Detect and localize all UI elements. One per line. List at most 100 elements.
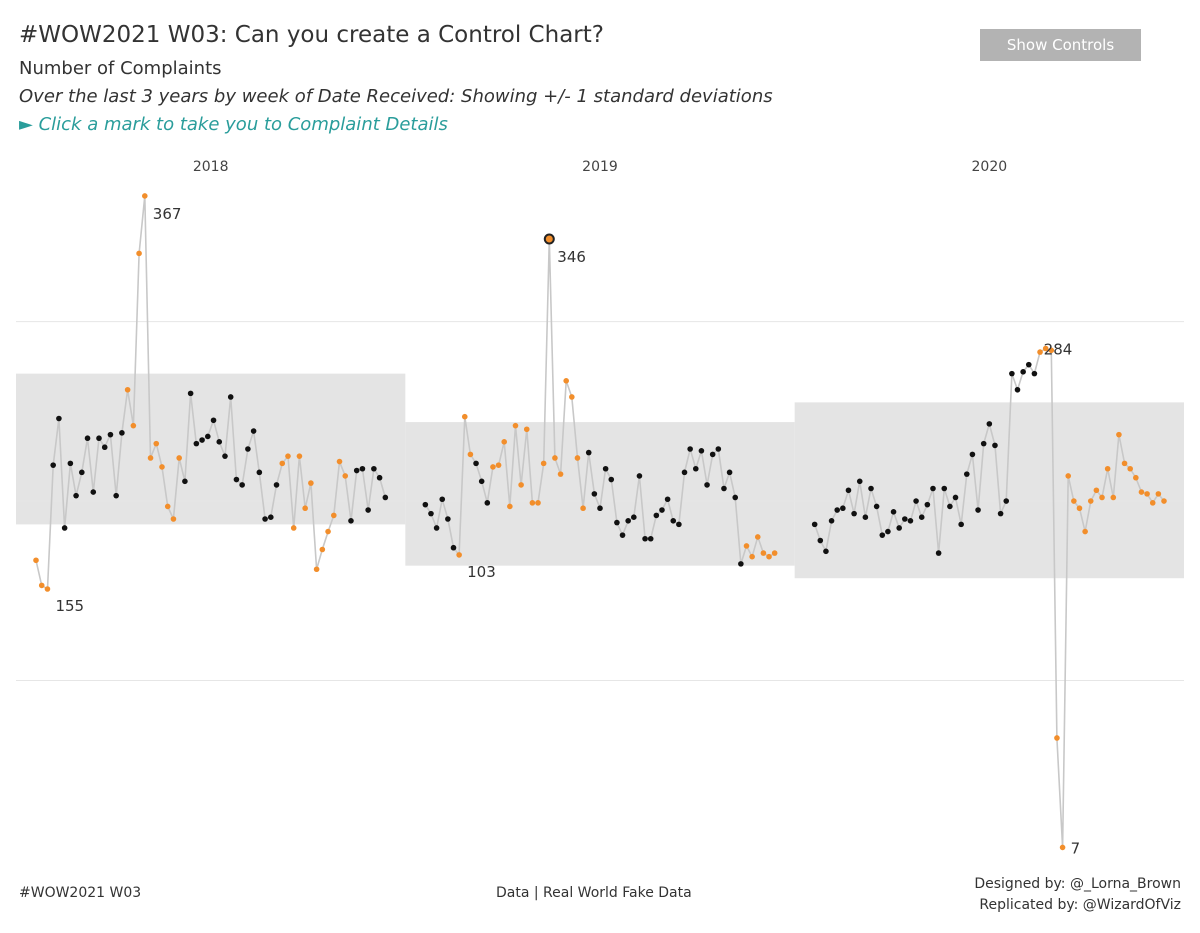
- data-point[interactable]: [456, 552, 462, 558]
- data-point[interactable]: [365, 507, 371, 513]
- data-point[interactable]: [239, 482, 245, 488]
- data-point[interactable]: [1082, 528, 1088, 535]
- data-point[interactable]: [902, 516, 908, 522]
- data-point[interactable]: [540, 460, 547, 467]
- data-point[interactable]: [484, 500, 491, 506]
- data-point[interactable]: [681, 469, 688, 476]
- data-point[interactable]: [754, 534, 761, 540]
- data-point[interactable]: [1003, 498, 1010, 504]
- data-point[interactable]: [512, 422, 519, 429]
- data-point[interactable]: [153, 440, 160, 447]
- data-point[interactable]: [1138, 489, 1145, 495]
- data-point[interactable]: [205, 433, 211, 440]
- data-point[interactable]: [136, 250, 142, 257]
- data-point[interactable]: [96, 435, 102, 442]
- data-point[interactable]: [766, 553, 772, 560]
- data-point[interactable]: [1133, 474, 1139, 481]
- data-point[interactable]: [1020, 369, 1026, 375]
- data-point[interactable]: [992, 442, 998, 449]
- data-point[interactable]: [90, 489, 97, 495]
- data-point[interactable]: [523, 426, 530, 433]
- data-point[interactable]: [473, 460, 479, 467]
- data-point[interactable]: [771, 550, 778, 556]
- data-point[interactable]: [262, 516, 268, 522]
- data-point[interactable]: [101, 444, 108, 451]
- data-point[interactable]: [348, 517, 354, 524]
- data-point[interactable]: [342, 473, 349, 479]
- data-point[interactable]: [267, 514, 274, 521]
- data-point[interactable]: [1059, 844, 1066, 851]
- data-point[interactable]: [199, 437, 205, 443]
- data-point[interactable]: [811, 521, 818, 528]
- data-point[interactable]: [422, 501, 429, 508]
- data-point[interactable]: [619, 532, 626, 538]
- data-point[interactable]: [1025, 361, 1032, 368]
- data-point[interactable]: [958, 521, 964, 528]
- data-point[interactable]: [44, 586, 51, 592]
- data-point[interactable]: [563, 378, 569, 384]
- data-point[interactable]: [1065, 473, 1072, 479]
- data-point[interactable]: [851, 510, 857, 517]
- data-point[interactable]: [159, 464, 165, 470]
- data-point[interactable]: [952, 494, 959, 501]
- data-point[interactable]: [918, 514, 925, 521]
- data-point[interactable]: [1149, 500, 1156, 506]
- data-point[interactable]: [670, 517, 677, 524]
- data-point[interactable]: [507, 503, 513, 510]
- data-point[interactable]: [371, 465, 377, 472]
- data-point[interactable]: [495, 462, 502, 468]
- data-point[interactable]: [319, 546, 326, 553]
- data-point[interactable]: [193, 440, 200, 447]
- data-point[interactable]: [124, 386, 131, 393]
- data-point[interactable]: [659, 507, 665, 513]
- data-point[interactable]: [1104, 465, 1111, 472]
- data-point[interactable]: [1121, 460, 1128, 467]
- data-point[interactable]: [868, 485, 874, 492]
- data-point[interactable]: [726, 469, 733, 476]
- data-point[interactable]: [709, 451, 716, 458]
- data-point[interactable]: [1144, 491, 1150, 497]
- data-point[interactable]: [580, 505, 586, 512]
- data-point[interactable]: [585, 449, 592, 456]
- data-point[interactable]: [1087, 498, 1094, 504]
- data-point[interactable]: [1048, 347, 1055, 354]
- data-point[interactable]: [216, 439, 223, 445]
- data-point[interactable]: [279, 460, 286, 467]
- data-point[interactable]: [642, 535, 648, 542]
- data-point[interactable]: [704, 482, 710, 488]
- data-point[interactable]: [490, 464, 496, 470]
- data-point[interactable]: [557, 471, 564, 477]
- data-point[interactable]: [608, 476, 615, 483]
- data-point[interactable]: [631, 514, 637, 521]
- data-point[interactable]: [38, 582, 45, 589]
- data-point[interactable]: [1155, 491, 1162, 497]
- data-point[interactable]: [501, 439, 508, 445]
- data-point[interactable]: [975, 507, 981, 513]
- data-point[interactable]: [273, 482, 280, 488]
- data-point[interactable]: [290, 525, 297, 531]
- data-point[interactable]: [856, 478, 863, 485]
- data-point[interactable]: [467, 451, 474, 458]
- data-point[interactable]: [569, 394, 575, 400]
- data-point[interactable]: [721, 485, 727, 492]
- data-point[interactable]: [376, 474, 383, 481]
- data-point[interactable]: [107, 431, 114, 438]
- data-point[interactable]: [664, 496, 671, 503]
- data-point[interactable]: [535, 500, 541, 506]
- data-point[interactable]: [1031, 370, 1038, 377]
- data-point[interactable]: [1014, 386, 1021, 393]
- data-point[interactable]: [980, 440, 987, 447]
- data-point[interactable]: [885, 528, 891, 535]
- data-point[interactable]: [845, 487, 852, 494]
- data-point[interactable]: [529, 500, 536, 506]
- data-point[interactable]: [749, 553, 755, 560]
- data-point[interactable]: [245, 446, 251, 452]
- data-point[interactable]: [941, 485, 948, 492]
- data-point[interactable]: [890, 509, 897, 515]
- data-point[interactable]: [445, 516, 451, 522]
- data-point[interactable]: [170, 516, 177, 522]
- data-point[interactable]: [614, 519, 620, 526]
- data-point[interactable]: [647, 535, 654, 542]
- data-point[interactable]: [210, 417, 217, 424]
- data-point[interactable]: [738, 561, 744, 567]
